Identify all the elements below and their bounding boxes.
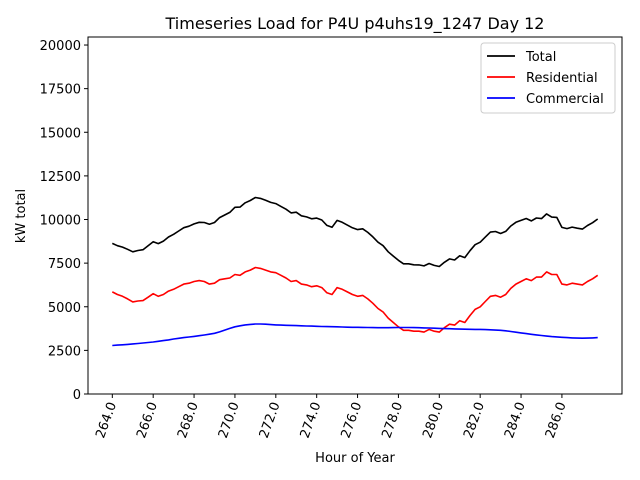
y-axis-label: kW total	[14, 189, 29, 243]
x-axis-label: Hour of Year	[315, 451, 395, 466]
x-tick-label: 280.0	[420, 400, 447, 440]
legend-label-residential: Residential	[526, 71, 598, 86]
x-tick-label: 266.0	[134, 400, 161, 440]
plot-frame	[87, 36, 623, 395]
series-line-commercial	[112, 323, 598, 347]
x-tick-label: 274.0	[298, 400, 325, 440]
y-tick-label: 2500	[48, 344, 81, 359]
x-tick-label: 282.0	[461, 400, 488, 440]
x-tick-label: 268.0	[175, 400, 202, 440]
legend: Total Residential Commercial	[480, 42, 616, 114]
y-tick-label: 17500	[40, 83, 81, 98]
y-tick-label: 12500	[40, 170, 81, 185]
y-tick-label: 7500	[48, 257, 81, 272]
y-tick-label: 15000	[40, 126, 81, 141]
y-tick-label: 5000	[48, 301, 81, 316]
y-tick-label: 10000	[40, 214, 81, 229]
series-line-total	[111, 196, 599, 268]
x-tick-label: 264.0	[93, 400, 120, 440]
x-tick-label: 270.0	[216, 400, 243, 440]
legend-box	[480, 42, 616, 114]
series-line-residential	[111, 266, 599, 333]
x-tick-label: 284.0	[502, 400, 529, 440]
chart-title: Timeseries Load for P4U p4uhs19_1247 Day…	[165, 14, 545, 34]
x-tick-label: 286.0	[543, 400, 570, 440]
y-tick-label: 0	[73, 388, 81, 403]
y-tick-label: 20000	[40, 39, 81, 54]
legend-label-commercial: Commercial	[526, 92, 604, 107]
x-tick-label: 276.0	[338, 400, 365, 440]
x-tick-label: 272.0	[257, 400, 284, 440]
legend-label-total: Total	[525, 50, 556, 65]
x-tick-label: 278.0	[379, 400, 406, 440]
